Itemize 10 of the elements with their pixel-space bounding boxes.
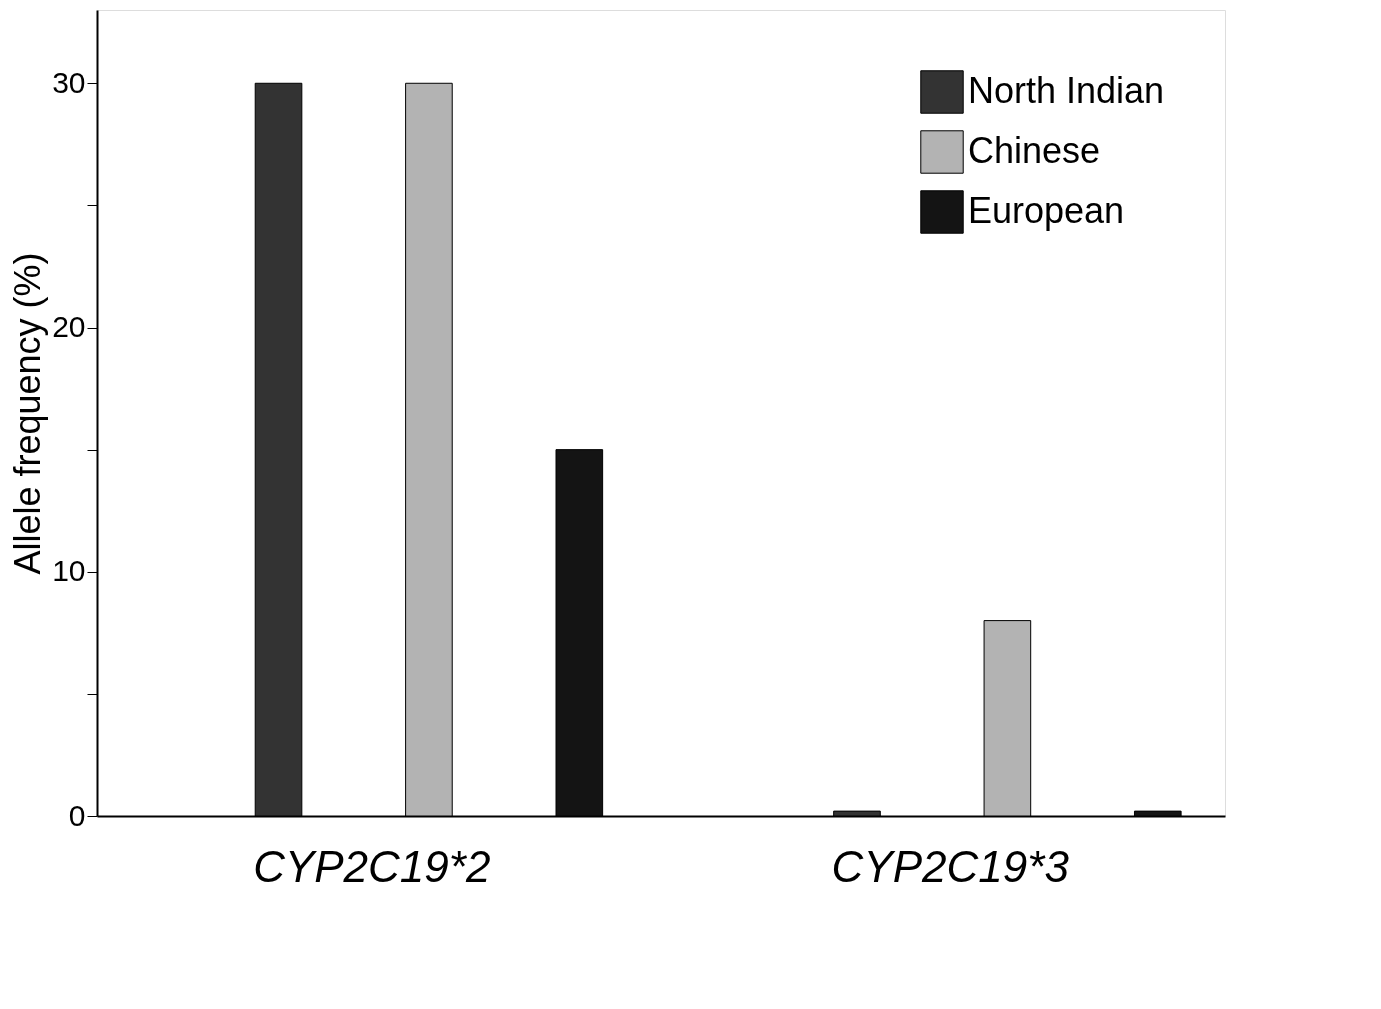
y-tick-label: 10 (52, 554, 86, 588)
y-tick-label: 20 (52, 310, 86, 344)
legend-label: Chinese (968, 130, 1101, 171)
x-tick-label: CYP2C19*3 (831, 841, 1070, 891)
x-tick-label: CYP2C19*2 (253, 841, 491, 891)
legend-label: European (968, 190, 1125, 231)
y-tick-label: 30 (52, 65, 86, 99)
legend-label: North Indian (968, 70, 1165, 111)
y-tick-label: 0 (68, 798, 86, 832)
y-axis-title: Allele frequency (%) (7, 252, 49, 575)
